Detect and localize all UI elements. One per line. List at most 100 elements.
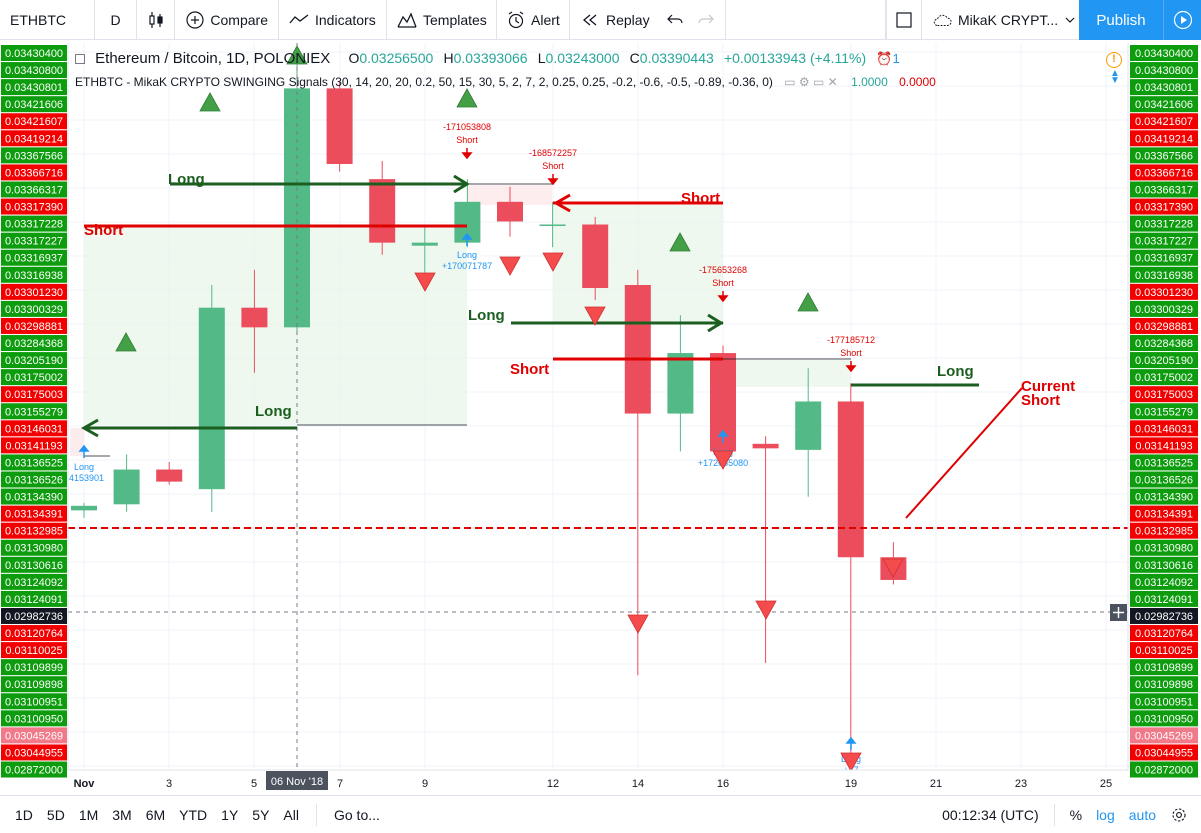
auto-toggle[interactable]: auto xyxy=(1128,806,1156,823)
up-arrow-icon xyxy=(845,736,857,750)
left-price-label-bg xyxy=(1,505,67,522)
publish-label: Publish xyxy=(1096,11,1146,29)
sell-triangle-icon xyxy=(840,752,862,772)
signal-chevron xyxy=(453,174,470,194)
left-price-label: 0.03298881 xyxy=(5,321,63,333)
small-short-label: Short xyxy=(542,161,564,171)
indicator-value-1: 1.0000 xyxy=(851,75,888,89)
left-price-label-bg xyxy=(1,266,67,283)
layout-menu-button[interactable]: MikaK CRYPT... xyxy=(922,0,1085,40)
range-button-1y[interactable]: 1Y xyxy=(221,806,239,823)
left-price-label-bg xyxy=(1,607,67,624)
left-price-label: 0.03120764 xyxy=(5,628,63,640)
long-label: Long xyxy=(937,363,974,380)
left-price-label: 0.03130616 xyxy=(5,560,63,572)
right-price-label: 0.03045269 xyxy=(1135,730,1193,742)
settings-gear-icon[interactable] xyxy=(1169,805,1189,825)
small-short-label: Short xyxy=(840,348,862,358)
legend-c-label: C xyxy=(629,50,640,66)
right-price-label-bg xyxy=(1130,62,1198,79)
sort-icon[interactable]: ▲ ▼ xyxy=(1110,68,1120,86)
sell-triangle-icon xyxy=(755,600,777,620)
left-price-label-bg xyxy=(1,420,67,437)
goto-button[interactable]: Go to... xyxy=(333,806,380,823)
left-price-label-bg xyxy=(1,232,67,249)
chart-type-button[interactable] xyxy=(137,0,175,40)
indicators-button[interactable]: Indicators xyxy=(279,0,387,40)
indicator-controls-icon[interactable]: ▭ ⚙ ▭ ✕ xyxy=(784,75,838,89)
warning-icon[interactable]: ! xyxy=(1106,52,1122,68)
right-price-label: 0.03366716 xyxy=(1135,167,1193,179)
layout-name-label: MikaK CRYPT... xyxy=(958,11,1059,28)
play-button[interactable] xyxy=(1163,0,1201,40)
right-price-label-bg xyxy=(1130,693,1198,710)
range-button-5y[interactable]: 5Y xyxy=(252,806,270,823)
fullscreen-select-button[interactable] xyxy=(886,0,922,40)
chart-pane[interactable]: Long Long Long Long Short Short Short Current Sh… xyxy=(0,40,1201,795)
left-price-label-bg xyxy=(1,590,67,607)
templates-button[interactable]: Templates xyxy=(387,0,497,40)
small-short-value: -168572257 xyxy=(529,148,577,158)
left-price-label: 0.03109898 xyxy=(5,679,63,691)
range-button-3m[interactable]: 3M xyxy=(112,806,132,823)
sell-triangle-icon xyxy=(542,252,564,272)
left-price-label-bg xyxy=(1,710,67,727)
left-price-label: 0.03124091 xyxy=(5,594,63,606)
indicator-legend: ETHBTC - MikaK CRYPTO SWINGING Signals (… xyxy=(75,75,936,89)
range-button-1d[interactable]: 1D xyxy=(15,806,33,823)
left-price-label: 0.03430800 xyxy=(5,65,63,77)
redo-button[interactable] xyxy=(690,0,726,40)
collapse-legend-icon[interactable] xyxy=(75,54,85,65)
log-toggle[interactable]: log xyxy=(1096,806,1115,823)
crosshair-time-bg xyxy=(266,771,328,790)
alert-label: Alert xyxy=(531,11,560,28)
left-price-label-bg xyxy=(1,761,67,778)
utc-clock[interactable]: 00:12:34 (UTC) xyxy=(942,806,1039,823)
left-price-label: 0.03134391 xyxy=(5,509,63,521)
interval-button[interactable]: D xyxy=(95,0,137,40)
candle-body xyxy=(795,401,822,450)
range-button-5d[interactable]: 5D xyxy=(46,806,65,823)
range-button-ytd[interactable]: YTD xyxy=(179,806,208,823)
right-price-label-bg xyxy=(1130,369,1198,386)
right-price-label-bg xyxy=(1130,317,1198,334)
candle-body xyxy=(752,443,779,449)
buy-triangle-icon xyxy=(286,45,308,65)
right-price-label-bg xyxy=(1130,420,1198,437)
crosshair-time-label: 06 Nov '18 xyxy=(271,776,323,788)
left-price-label: 0.03430400 xyxy=(5,48,63,60)
left-price-label-bg xyxy=(1,181,67,198)
undo-button[interactable] xyxy=(660,0,690,40)
right-price-label-bg xyxy=(1130,522,1198,539)
right-price-label: 0.03109898 xyxy=(1135,679,1193,691)
replay-button[interactable]: Replay xyxy=(570,0,660,40)
percent-toggle[interactable]: % xyxy=(1069,806,1083,823)
range-button-6m[interactable]: 6M xyxy=(145,806,166,823)
compare-button[interactable]: Compare xyxy=(175,0,279,40)
range-button-all[interactable]: All xyxy=(283,806,299,823)
left-price-label-bg xyxy=(1,522,67,539)
up-arrow-icon xyxy=(461,232,473,246)
time-label: 21 xyxy=(930,778,942,790)
publish-button[interactable]: Publish xyxy=(1079,0,1163,40)
right-price-label: 0.03421606 xyxy=(1135,99,1193,111)
symbol-search-button[interactable]: ETHBTC xyxy=(0,0,95,40)
price-chart[interactable]: LongLongLongLongShortShortShortCurrentSh… xyxy=(0,40,1201,795)
right-price-label-bg xyxy=(1130,539,1198,556)
legend-o-value: 0.03256500 xyxy=(359,50,434,66)
time-label: 23 xyxy=(1015,778,1027,790)
left-price-label: 0.03430801 xyxy=(5,82,63,94)
time-label: 14 xyxy=(632,778,644,790)
down-arrow-icon xyxy=(845,361,857,373)
sell-triangle-icon xyxy=(882,558,904,578)
right-price-label-bg xyxy=(1130,79,1198,96)
range-button-1m[interactable]: 1M xyxy=(78,806,99,823)
right-price-label: 0.03284368 xyxy=(1135,338,1193,350)
time-label: Nov xyxy=(74,778,96,790)
alarm-clock-icon[interactable]: ⏰ xyxy=(876,51,893,66)
right-price-label: 0.03205190 xyxy=(1135,355,1193,367)
alert-button[interactable]: Alert xyxy=(497,0,570,40)
signal-chevron xyxy=(707,313,724,333)
left-price-label-bg xyxy=(1,215,67,232)
right-price-label-bg xyxy=(1130,710,1198,727)
